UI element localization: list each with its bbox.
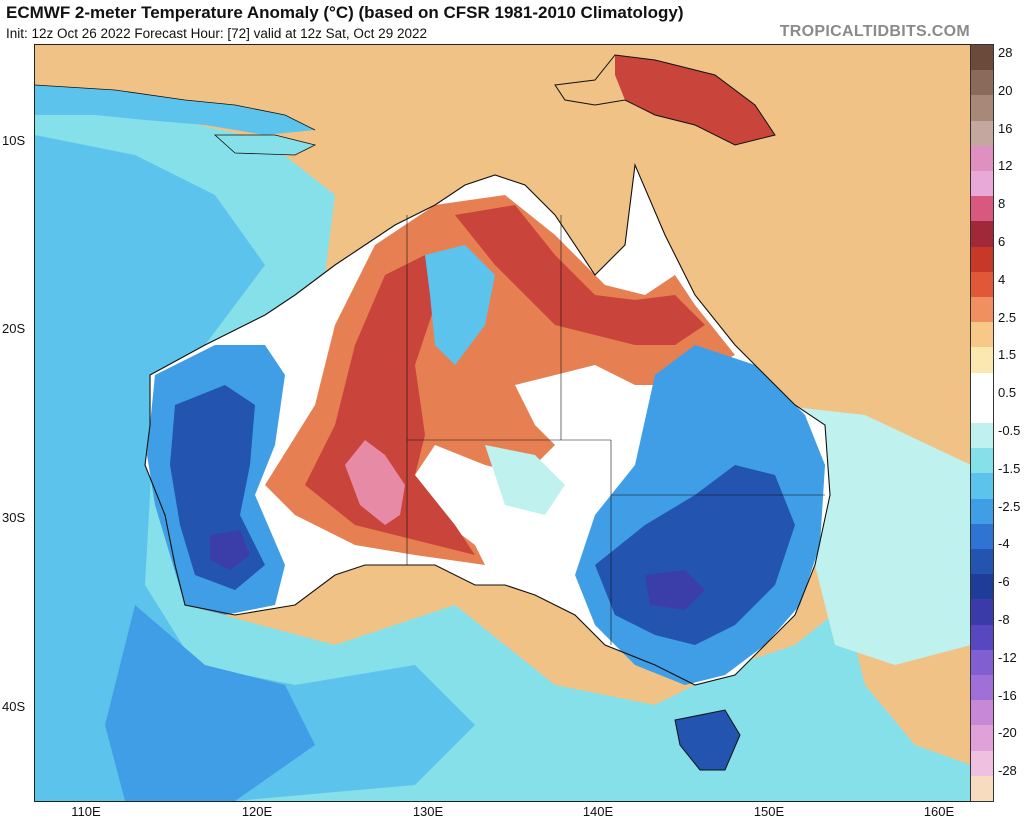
colorbar-segment <box>971 221 993 248</box>
lon-label-150e: 150E <box>753 804 785 819</box>
colorbar-tick-label: -8 <box>998 612 1010 627</box>
colorbar-tick-label: 16 <box>998 120 1013 136</box>
map-title: ECMWF 2-meter Temperature Anomaly (°C) (… <box>6 3 684 22</box>
tasmania <box>675 710 740 770</box>
colorbar-segment <box>971 397 993 424</box>
colorbar-segment <box>971 423 993 449</box>
colorbar-segment <box>971 649 993 676</box>
colorbar-tick-label: 1.5 <box>998 347 1017 363</box>
colorbar-segment <box>971 725 993 752</box>
colorbar-segment <box>971 45 993 71</box>
colorbar-segment <box>971 750 993 777</box>
colorbar-segment <box>971 574 993 600</box>
lon-label-120e: 120E <box>241 804 273 819</box>
northern-very-hot-anomaly <box>455 205 705 345</box>
colorbar-tick-label: 6 <box>998 234 1006 249</box>
lon-label-130e: 130E <box>412 804 444 819</box>
colorbar-segment <box>971 599 993 626</box>
colorbar-segment <box>971 271 993 298</box>
west-ocean-cold-region <box>35 105 971 801</box>
colorbar <box>970 44 994 802</box>
new-guinea-coastline <box>554 54 776 146</box>
colorbar-segment <box>971 700 993 726</box>
new-guinea <box>615 55 775 145</box>
southeast-deep-cold-core <box>595 465 795 645</box>
interior-cool-patch <box>485 445 565 515</box>
colorbar-segment <box>971 473 993 500</box>
indonesia-coastline <box>35 84 317 156</box>
lon-label-160e: 160E <box>923 804 955 819</box>
south-ocean-very-cold-region <box>105 605 315 801</box>
colorbar-tick-label: -2.5 <box>998 498 1021 514</box>
colorbar-segment <box>971 498 993 525</box>
map-canvas <box>35 45 971 801</box>
colorbar-tick-label: -28 <box>998 763 1017 779</box>
central-very-hot-anomaly <box>305 255 475 555</box>
lat-label-10s: 10S <box>2 133 26 148</box>
colorbar-tick-label: -0.5 <box>998 423 1021 438</box>
colorbar-segment <box>971 246 993 273</box>
australia-coastline <box>144 162 831 686</box>
colorbar-segment <box>971 120 993 147</box>
colorbar-segment <box>971 297 993 323</box>
brand-watermark[interactable]: TROPICALTIDBITS.COM <box>779 23 970 40</box>
southeast-coldest-spot <box>645 570 705 610</box>
anomaly-map <box>34 44 972 802</box>
colorbar-segment <box>971 549 993 575</box>
central-cool-patch <box>425 245 495 365</box>
colorbar-tick-label: -16 <box>998 687 1017 703</box>
lon-label-140e: 140E <box>582 804 614 819</box>
colorbar-tick-label: 4 <box>998 271 1006 287</box>
colorbar-segment <box>971 70 993 96</box>
lat-label-30s: 30S <box>2 510 26 525</box>
colorbar-tick-label: 2.5 <box>998 309 1017 325</box>
colorbar-tick-label: -12 <box>998 649 1017 665</box>
colorbar-tick-label: -20 <box>998 725 1017 741</box>
colorbar-tick-label: 8 <box>998 196 1006 212</box>
colorbar-tick-label: 12 <box>998 158 1013 174</box>
lat-label-20s: 20S <box>2 321 26 336</box>
colorbar-tick-label: -4 <box>998 536 1010 552</box>
colorbar-segment <box>971 775 993 802</box>
colorbar-segment <box>971 171 993 197</box>
colorbar-segment <box>971 322 993 348</box>
colorbar-segment <box>971 523 993 550</box>
central-extreme-hot-spot <box>345 440 405 525</box>
timor-island <box>215 135 315 155</box>
colorbar-segment <box>971 196 993 222</box>
lon-label-110e: 110E <box>71 804 101 819</box>
lat-label-40s: 40S <box>2 699 26 714</box>
colorbar-segment <box>971 145 993 172</box>
colorbar-tick-label: -1.5 <box>998 460 1021 476</box>
indonesian-islands-cold <box>35 85 315 135</box>
colorbar-segment <box>971 624 993 651</box>
colorbar-tick-label: 20 <box>998 82 1013 98</box>
southwest-coldest-spot <box>210 530 250 570</box>
forecast-info: Init: 12z Oct 26 2022 Forecast Hour: [72… <box>6 26 427 41</box>
colorbar-tick-label: 0.5 <box>998 385 1017 401</box>
colorbar-segment <box>971 675 993 701</box>
colorbar-segment <box>971 372 993 399</box>
colorbar-segment <box>971 347 993 374</box>
colorbar-segment <box>971 448 993 474</box>
colorbar-segment <box>971 95 993 122</box>
colorbar-tick-label: -6 <box>998 574 1010 590</box>
tasmania-coastline <box>674 709 741 771</box>
colorbar-tick-label: 28 <box>998 45 1013 60</box>
state-borders <box>406 215 825 645</box>
